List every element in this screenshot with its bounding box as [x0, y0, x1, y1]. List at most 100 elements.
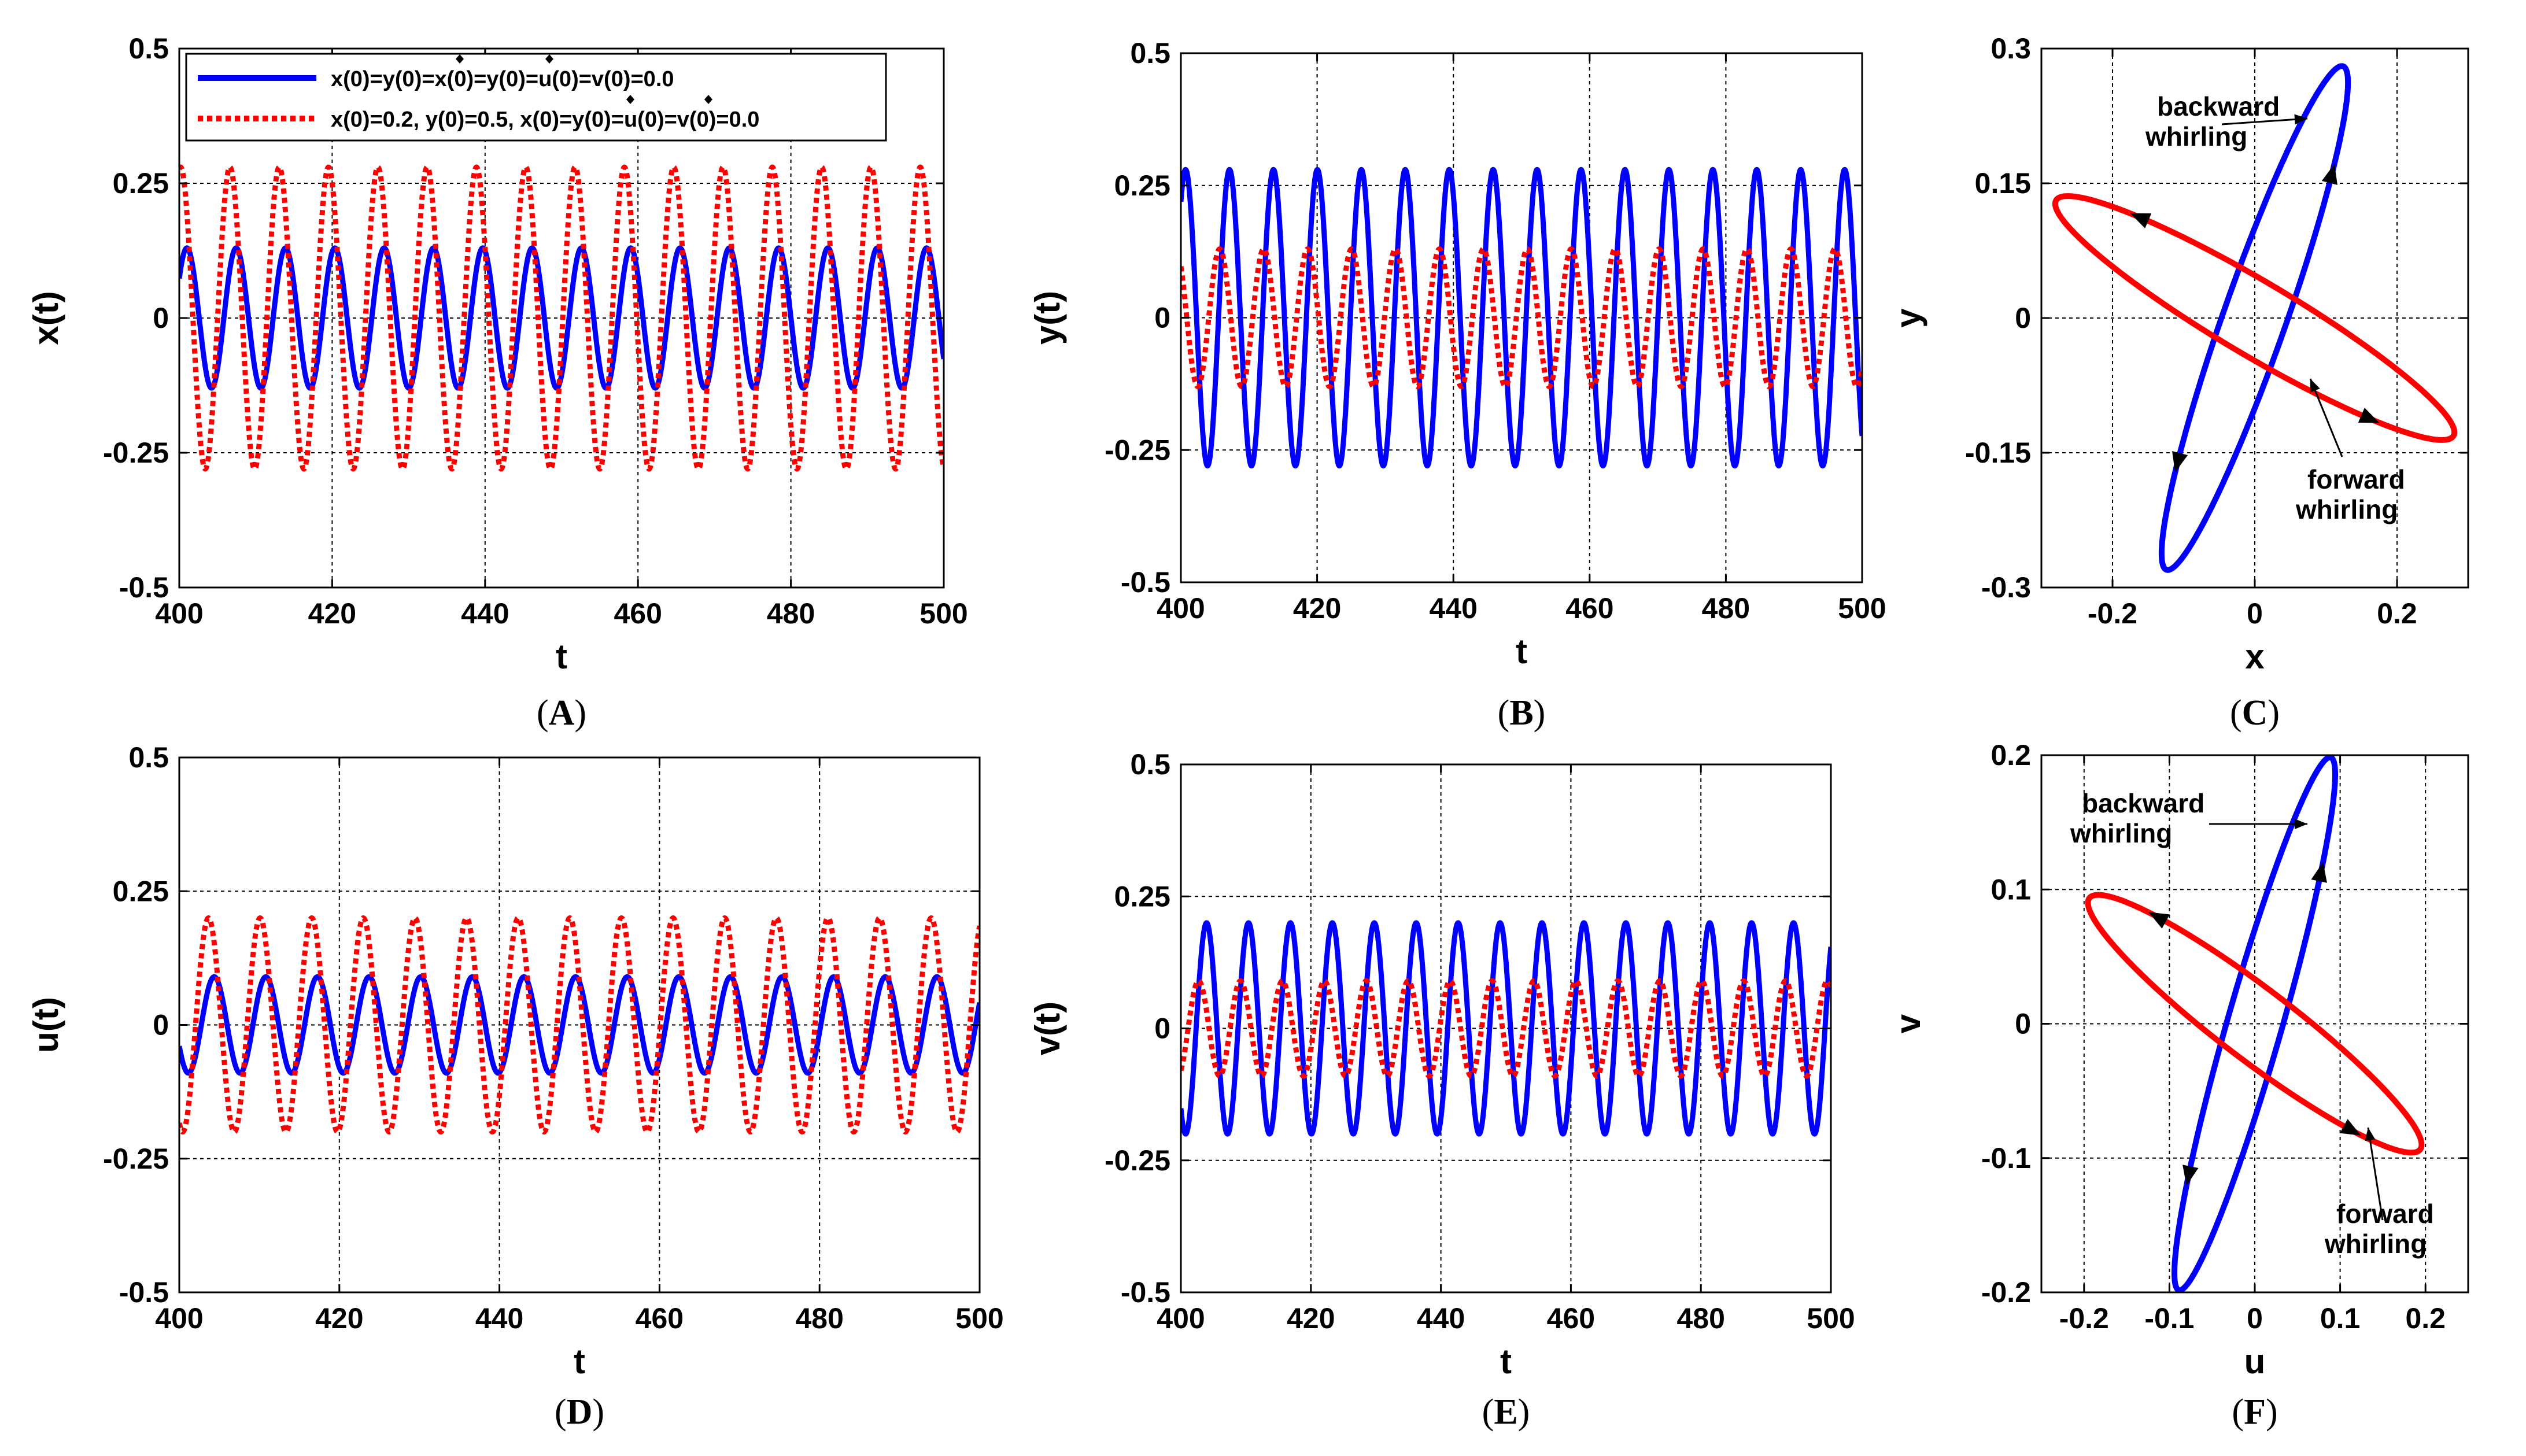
x-tick-label: 420	[308, 597, 356, 630]
y-tick-label: 0	[2015, 1008, 2031, 1040]
panel-f: -0.2 -0.1 0 0.1 0.2 -0.2 -0.1 0 0.1 0.2 u v (F) backw…	[1889, 739, 2469, 1432]
series-group	[179, 915, 980, 1135]
y-tick-label: 0	[2015, 302, 2031, 334]
x-tick-label: 400	[155, 597, 203, 630]
x-tick-label: 0.2	[2405, 1302, 2446, 1335]
y-axis-label: u(t)	[27, 997, 65, 1053]
x-tick-label: 0	[2247, 1302, 2263, 1335]
x-tick-label: 420	[1293, 592, 1341, 624]
x-tick-label: -0.1	[2144, 1302, 2194, 1335]
y-tick-label: 0.25	[113, 167, 169, 199]
x-tick-label: 400	[155, 1302, 203, 1335]
series-blue-line	[2172, 755, 2338, 1292]
y-tick-label: 0	[1154, 1012, 1170, 1045]
x-tick-label: 440	[1417, 1302, 1465, 1335]
x-tick-label: 0.1	[2320, 1302, 2361, 1335]
y-tick-label: 0.25	[113, 875, 169, 907]
whirling-annotation: forward whirling	[2324, 1199, 2434, 1259]
y-tick-label: -0.15	[1965, 437, 2031, 469]
x-tick-label: 500	[1838, 592, 1886, 624]
annotation-arrow	[2367, 1127, 2384, 1221]
direction-arrow	[2182, 1165, 2199, 1186]
x-tick-label: -0.2	[2088, 597, 2137, 630]
annotation-arrow	[2221, 117, 2308, 125]
series-blue-line	[179, 974, 980, 1076]
series-blue-line	[1181, 920, 1831, 1137]
x-tick-label: 500	[1807, 1302, 1855, 1335]
x-tick-label: 460	[614, 597, 662, 630]
panel-caption: (D)	[555, 1392, 604, 1432]
direction-arrow	[2358, 408, 2380, 423]
whirling-annotation: backward whirling	[2070, 788, 2204, 848]
y-tick-label: -0.25	[1105, 434, 1170, 466]
y-axis-label: y	[1889, 308, 1927, 328]
y-tick-label: 0.3	[1990, 32, 2031, 65]
legend-label: x(0)=0.2, y(0)=0.5, x(0)=y(0)=u(0)=v(0)=…	[331, 108, 759, 132]
x-axis-label: t	[1516, 632, 1527, 671]
x-tick-label: 420	[315, 1302, 363, 1335]
y-tick-label: 0.5	[128, 741, 169, 774]
series-red-line	[1181, 978, 1831, 1079]
derivative-dot-icon	[626, 95, 634, 104]
y-tick-label: -0.5	[1121, 1276, 1170, 1309]
y-tick-label: 0.5	[128, 32, 169, 65]
y-axis-label: v(t)	[1028, 1002, 1067, 1055]
panel-b: 400 420 440 460 480 500 -0.5 -0.25 0 0.25 0.5 t y(t)…	[1028, 37, 1886, 733]
y-tick-label: -0.2	[1981, 1276, 2031, 1309]
x-tick-label: 440	[475, 1302, 523, 1335]
y-tick-label: 0	[1154, 302, 1170, 334]
y-tick-label: 0.25	[1114, 169, 1170, 202]
x-tick-label: 480	[795, 1302, 843, 1335]
derivative-dot-icon	[704, 95, 712, 104]
series-group	[1181, 920, 1831, 1137]
x-axis-label: t	[574, 1342, 585, 1381]
panel-caption: (F)	[2232, 1392, 2277, 1432]
derivative-dot-icon	[456, 54, 464, 64]
series-red-line	[179, 164, 944, 472]
direction-arrow	[2172, 451, 2188, 472]
grid	[2041, 49, 2468, 587]
panel-caption: (E)	[1482, 1392, 1530, 1432]
series-red-line	[179, 915, 980, 1135]
y-tick-label: 0	[153, 302, 169, 334]
series-red-line	[2085, 892, 2425, 1156]
y-tick-label: 0.5	[1130, 37, 1170, 69]
x-tick-label: 460	[1547, 1302, 1595, 1335]
panel-caption: (A)	[537, 693, 586, 733]
panel-e: 400 420 440 460 480 500 -0.5 -0.25 0 0.25 0.5 t v(t)…	[1028, 748, 1855, 1432]
y-tick-label: 0.5	[1130, 748, 1170, 781]
x-tick-label: 500	[955, 1302, 1003, 1335]
x-axis-label: t	[556, 637, 567, 676]
x-tick-label: 400	[1157, 1302, 1205, 1335]
series-red-line	[2052, 193, 2458, 443]
y-axis-label: v	[1889, 1014, 1927, 1033]
x-tick-label: 480	[767, 597, 815, 630]
x-tick-label: 500	[919, 597, 967, 630]
x-tick-label: -0.2	[2059, 1302, 2109, 1335]
panel-c: -0.2 0 0.2 -0.3 -0.15 0 0.15 0.3 x y (C) backward wh…	[1889, 32, 2469, 733]
series-red-line	[1181, 246, 1862, 389]
y-axis-label: x(t)	[27, 291, 65, 345]
series-group	[2052, 63, 2458, 573]
y-axis-label: y(t)	[1028, 291, 1067, 345]
legend-label: x(0)=y(0)=x(0)=y(0)=u(0)=v(0)=0.0	[331, 67, 674, 91]
x-tick-label: 0.2	[2377, 597, 2417, 630]
y-tick-label: -0.3	[1981, 571, 2031, 604]
x-tick-label: 480	[1702, 592, 1750, 624]
legend-box	[185, 53, 887, 142]
grid	[2041, 755, 2468, 1292]
x-axis-label: x	[2245, 637, 2264, 676]
y-tick-label: -0.5	[1121, 566, 1170, 598]
series-blue-line	[2158, 63, 2351, 573]
panel-caption: (C)	[2230, 693, 2280, 733]
x-tick-label: 440	[461, 597, 509, 630]
whirling-annotation: forward whirling	[2295, 464, 2405, 524]
y-tick-label: -0.25	[103, 1143, 169, 1175]
y-tick-label: 0.1	[1990, 873, 2031, 906]
annotation-arrowhead	[2365, 1128, 2376, 1141]
series-group	[179, 164, 944, 472]
annotation-arrow	[2309, 378, 2343, 457]
x-tick-label: 440	[1429, 592, 1477, 624]
x-tick-label: 420	[1287, 1302, 1335, 1335]
